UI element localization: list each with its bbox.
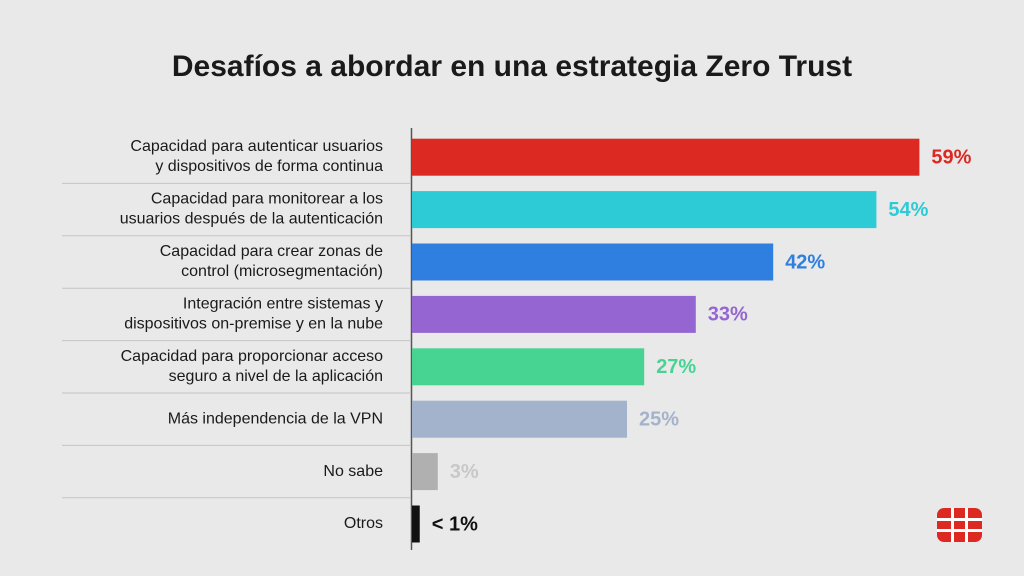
bar	[412, 243, 774, 281]
category-label: Integración entre sistemas y dispositivos…	[124, 296, 383, 333]
bar	[412, 295, 696, 333]
category-label: No sabe	[323, 463, 383, 480]
category-label: Capacidad para proporcionar acceso seguro…	[121, 348, 383, 385]
value-label: 42%	[785, 251, 825, 273]
category-label: Capacidad para crear zonas de control (mi…	[160, 243, 383, 280]
category-label: Capacidad para autenticar usuarios y disp…	[130, 138, 383, 175]
bar	[412, 453, 438, 491]
bar	[412, 400, 627, 438]
bar	[412, 348, 645, 386]
value-label: 59%	[931, 146, 971, 168]
bar	[412, 191, 877, 229]
value-label: 25%	[639, 408, 679, 430]
bar	[412, 138, 920, 176]
category-label: Capacidad para monitorear a los usuarios …	[120, 191, 383, 228]
bar	[412, 505, 420, 543]
value-label: 27%	[656, 356, 696, 378]
value-label: 3%	[450, 461, 479, 483]
chart-title: Desafíos a abordar en una estrategia Zer…	[172, 50, 852, 83]
logo	[937, 508, 982, 542]
category-label: Otros	[344, 515, 383, 532]
value-label: 54%	[888, 199, 928, 221]
value-label: < 1%	[432, 513, 478, 535]
value-label: 33%	[708, 304, 748, 326]
category-label: Más independencia de la VPN	[168, 410, 383, 427]
